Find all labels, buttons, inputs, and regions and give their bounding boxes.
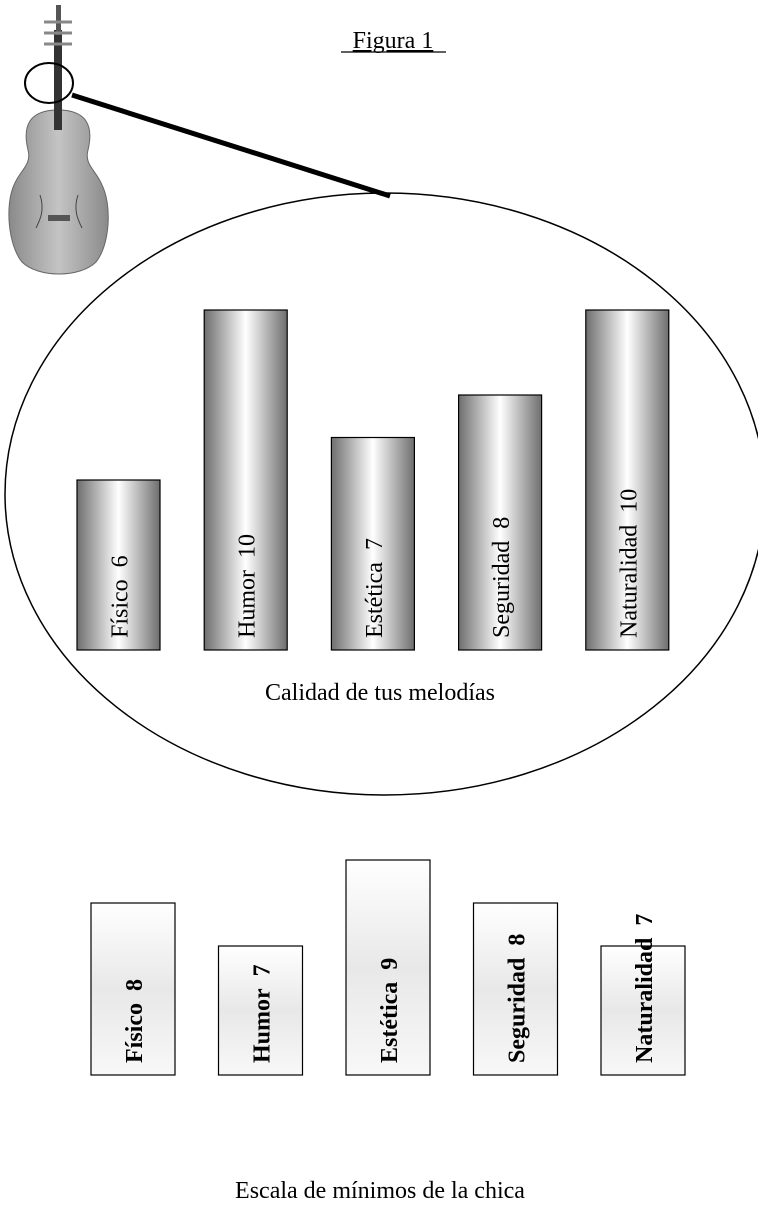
bar-category: Humor: [235, 570, 261, 638]
bar-label: Seguridad 8: [505, 934, 531, 1063]
bar-value: 8: [122, 979, 148, 991]
chart-caption: Escala de mínimos de la chica: [235, 1178, 525, 1204]
bar: [600, 945, 686, 1076]
zoom-line: [71, 92, 391, 199]
bar-category: Físico: [108, 579, 134, 638]
bar-value: 8: [505, 934, 531, 946]
bar: [585, 309, 670, 651]
bar-label: Físico 6: [108, 555, 134, 638]
zoom-circle: [24, 62, 74, 104]
bar: [90, 902, 176, 1076]
bar-label: Naturalidad 7: [632, 914, 658, 1063]
bar-category: Naturalidad: [632, 937, 658, 1063]
bar: [217, 945, 304, 1076]
bar-value: 6: [108, 555, 134, 567]
bar-value: 10: [235, 534, 261, 558]
bar-category: Seguridad: [489, 541, 515, 638]
chart-caption: Calidad de tus melodías: [265, 680, 495, 706]
bar: [203, 309, 288, 651]
bar-label: Naturalidad 10: [616, 489, 642, 638]
bar: [345, 859, 431, 1076]
bar-label: Humor 10: [235, 534, 261, 638]
bar: [458, 394, 543, 651]
zoom-ellipse: [4, 192, 758, 796]
bar-value: 7: [362, 538, 388, 550]
bar: [330, 436, 415, 651]
bar-value: 9: [377, 958, 403, 970]
bar: [472, 902, 559, 1076]
bar-label: Físico 8: [122, 979, 148, 1063]
bar-value: 7: [250, 964, 276, 976]
violin: [8, 5, 109, 275]
bar-label: Seguridad 8: [489, 517, 515, 638]
bar-category: Estética: [362, 562, 388, 638]
bar-category: Seguridad: [505, 957, 531, 1063]
bar-category: Naturalidad: [616, 525, 642, 638]
figure-title: Figura 1: [353, 28, 434, 54]
bar-label: Estética 9: [377, 958, 403, 1063]
bar-category: Físico: [122, 1003, 148, 1063]
bar-category: Estética: [377, 982, 403, 1063]
bar-value: 7: [632, 914, 658, 926]
bar-category: Humor: [250, 988, 276, 1063]
bar-label: Estética 7: [362, 538, 388, 638]
bar-value: 8: [489, 517, 515, 529]
bar-label: Humor 7: [250, 964, 276, 1063]
bar-value: 10: [616, 489, 642, 513]
bar: [76, 479, 161, 651]
